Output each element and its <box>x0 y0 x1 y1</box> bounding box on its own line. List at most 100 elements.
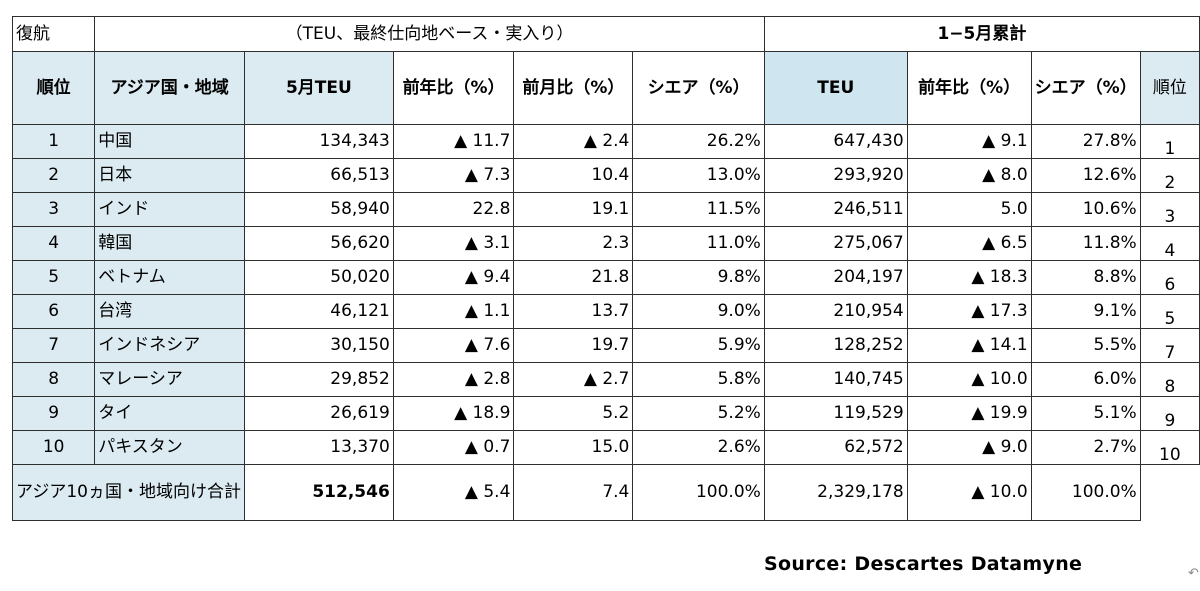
cum-yoy-cell: ▲ 10.0 <box>906 362 1032 397</box>
arrow-left-icon: ↶ <box>1188 566 1199 581</box>
share-cell: 26.2% <box>632 124 765 159</box>
share-cell: 5.9% <box>632 328 765 363</box>
table-row: 8 マレーシア 29,852 ▲ 2.8 ▲ 2.7 5.8% 140,745 ▲ 10.0 6… <box>11 362 1200 397</box>
cum-share-cell: 12.6% <box>1030 158 1141 193</box>
cum-teu-cell: 119,529 <box>763 396 908 431</box>
col-cum-yoy: 前年比（%） <box>906 51 1032 125</box>
col-cum-share: シエア（%） <box>1030 51 1141 125</box>
col-mom: 前月比（%） <box>513 51 634 125</box>
mom-cell: ▲ 2.7 <box>513 362 634 397</box>
yoy-cell: ▲ 1.1 <box>392 294 515 329</box>
cum-rank-cell: 10 <box>1139 430 1200 465</box>
cum-yoy-cell: ▲ 18.3 <box>906 260 1032 295</box>
table-row: 3 インド 58,940 22.8 19.1 11.5% 246,511 5.0 10.6% 3 <box>11 192 1200 227</box>
mom-cell: 15.0 <box>513 430 634 465</box>
cum-teu-cell: 293,920 <box>763 158 908 193</box>
cum-rank-cell: 9 <box>1139 396 1200 431</box>
cum-rank-cell: 5 <box>1139 294 1200 329</box>
share-cell: 5.2% <box>632 396 765 431</box>
cum-share-cell: 2.7% <box>1030 430 1141 465</box>
cum-yoy-cell: ▲ 9.1 <box>906 124 1032 159</box>
cum-yoy-cell: ▲ 14.1 <box>906 328 1032 363</box>
cum-teu-cell: 647,430 <box>763 124 908 159</box>
may-teu-cell: 46,121 <box>243 294 394 329</box>
total-may-teu: 512,546 <box>243 464 394 521</box>
total-cum-yoy: ▲ 10.0 <box>906 464 1032 521</box>
rank-cell: 5 <box>11 260 96 295</box>
cum-teu-cell: 204,197 <box>763 260 908 295</box>
share-cell: 9.8% <box>632 260 765 295</box>
total-cum-teu: 2,329,178 <box>763 464 908 521</box>
yoy-cell: ▲ 7.3 <box>392 158 515 193</box>
cum-yoy-cell: ▲ 9.0 <box>906 430 1032 465</box>
table-row: 1 中国 134,343 ▲ 11.7 ▲ 2.4 26.2% 647,430 ▲ 9.1 27… <box>11 124 1200 159</box>
may-teu-cell: 56,620 <box>243 226 394 261</box>
region-cell: 韓国 <box>94 226 245 261</box>
unit-note: （TEU、最終仕向地ベース・実入り） <box>94 16 765 52</box>
source-note: Source: Descartes Datamyne <box>764 553 1083 575</box>
cum-share-cell: 27.8% <box>1030 124 1141 159</box>
share-cell: 2.6% <box>632 430 765 465</box>
yoy-cell: ▲ 9.4 <box>392 260 515 295</box>
cum-rank-cell: 6 <box>1139 260 1200 295</box>
region-cell: インドネシア <box>94 328 245 363</box>
yoy-cell: ▲ 7.6 <box>392 328 515 363</box>
share-cell: 11.0% <box>632 226 765 261</box>
rank-cell: 9 <box>11 396 96 431</box>
cum-yoy-cell: ▲ 6.5 <box>906 226 1032 261</box>
cum-teu-cell: 246,511 <box>763 192 908 227</box>
col-may-teu: 5月TEU <box>243 51 394 125</box>
mom-cell: ▲ 2.4 <box>513 124 634 159</box>
may-teu-cell: 50,020 <box>243 260 394 295</box>
cum-share-cell: 5.1% <box>1030 396 1141 431</box>
rank-cell: 4 <box>11 226 96 261</box>
cum-teu-cell: 210,954 <box>763 294 908 329</box>
total-label: アジア10ヵ国・地域向け合計 <box>12 464 245 521</box>
rank-cell: 6 <box>11 294 96 329</box>
table-row: 7 インドネシア 30,150 ▲ 7.6 19.7 5.9% 128,252 ▲ 14.1 5… <box>11 328 1200 363</box>
cum-share-cell: 6.0% <box>1030 362 1141 397</box>
cum-yoy-cell: ▲ 17.3 <box>906 294 1032 329</box>
table-row: 4 韓国 56,620 ▲ 3.1 2.3 11.0% 275,067 ▲ 6.5 11.8% 4 <box>11 226 1200 261</box>
rank-cell: 7 <box>11 328 96 363</box>
cum-share-cell: 9.1% <box>1030 294 1141 329</box>
region-cell: 中国 <box>94 124 245 159</box>
share-cell: 11.5% <box>632 192 765 227</box>
col-share: シエア（%） <box>632 51 765 125</box>
cumulative-header: 1−5月累計 <box>763 16 1200 52</box>
cum-share-cell: 8.8% <box>1030 260 1141 295</box>
total-mom: 7.4 <box>513 464 634 521</box>
rank-cell: 3 <box>11 192 96 227</box>
col-region: アジア国・地域 <box>94 51 245 125</box>
column-header-row: 順位 アジア国・地域 5月TEU 前年比（%） 前月比（%） シエア（%） TE… <box>11 51 1200 125</box>
mom-cell: 2.3 <box>513 226 634 261</box>
mom-cell: 19.7 <box>513 328 634 363</box>
share-cell: 13.0% <box>632 158 765 193</box>
table-row: 6 台湾 46,121 ▲ 1.1 13.7 9.0% 210,954 ▲ 17.3 9.1% 5 <box>11 294 1200 329</box>
cum-share-cell: 5.5% <box>1030 328 1141 363</box>
teu-table: 復航 （TEU、最終仕向地ベース・実入り） 1−5月累計 順位 アジア国・地域 … <box>11 16 1200 521</box>
cum-rank-cell: 3 <box>1139 192 1200 227</box>
cum-rank-cell: 7 <box>1139 328 1200 363</box>
cum-rank-cell: 1 <box>1139 124 1200 159</box>
may-teu-cell: 134,343 <box>243 124 394 159</box>
cum-yoy-cell: 5.0 <box>906 192 1032 227</box>
region-cell: 台湾 <box>94 294 245 329</box>
yoy-cell: ▲ 2.8 <box>392 362 515 397</box>
cum-share-cell: 10.6% <box>1030 192 1141 227</box>
yoy-cell: 22.8 <box>392 192 515 227</box>
rank-cell: 2 <box>11 158 96 193</box>
total-yoy: ▲ 5.4 <box>392 464 515 521</box>
route-label: 復航 <box>11 16 96 52</box>
share-cell: 5.8% <box>632 362 765 397</box>
table-top-row: 復航 （TEU、最終仕向地ベース・実入り） 1−5月累計 <box>11 16 1200 52</box>
rank-cell: 10 <box>11 430 96 465</box>
cum-share-cell: 11.8% <box>1030 226 1141 261</box>
col-cum-teu: TEU <box>763 51 908 125</box>
total-rank-empty <box>1140 465 1199 521</box>
yoy-cell: ▲ 0.7 <box>392 430 515 465</box>
may-teu-cell: 66,513 <box>243 158 394 193</box>
cum-rank-cell: 2 <box>1139 158 1200 193</box>
col-yoy: 前年比（%） <box>392 51 515 125</box>
cum-rank-cell: 8 <box>1139 362 1200 397</box>
